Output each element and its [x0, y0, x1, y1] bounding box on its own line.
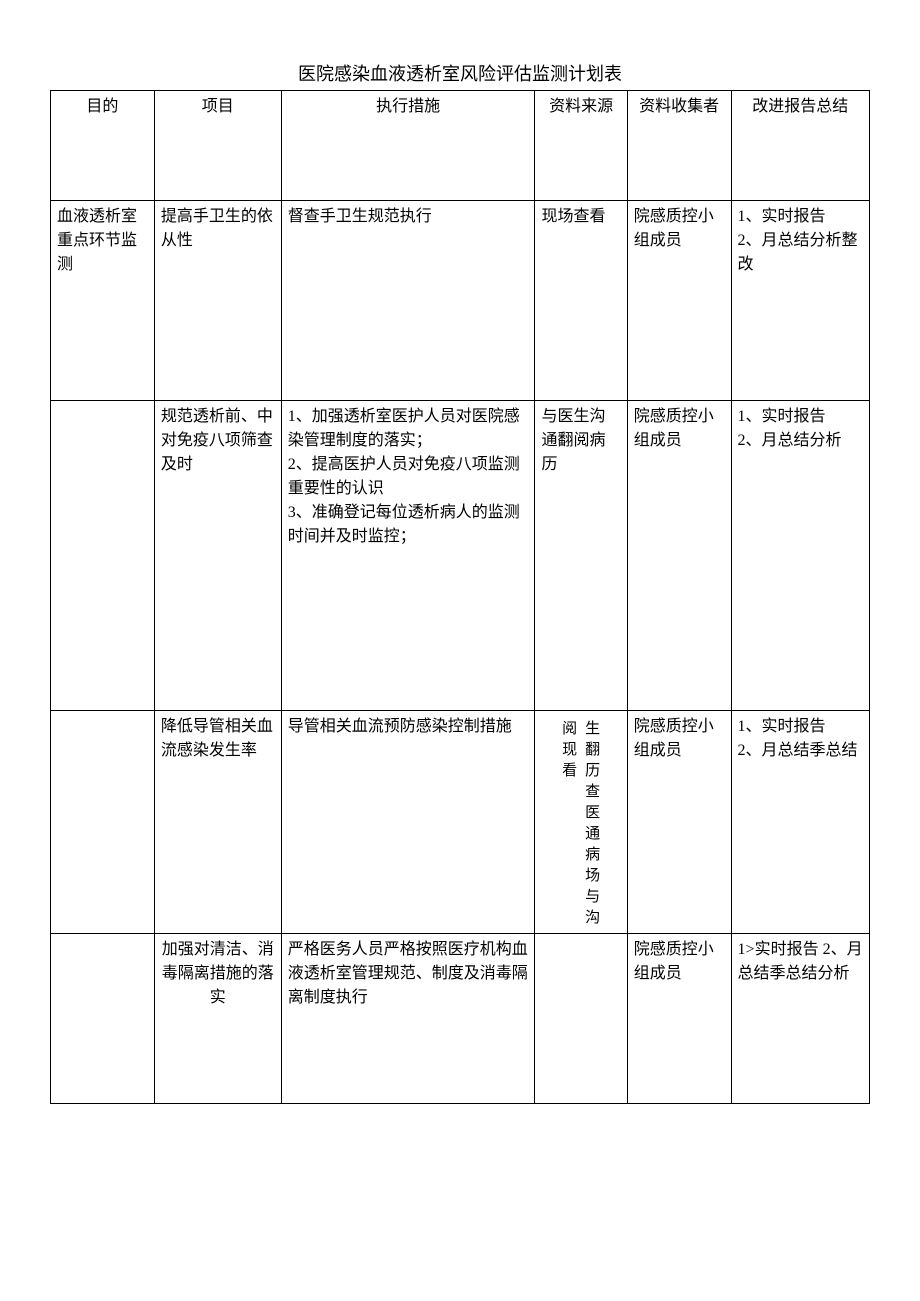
cell-report: 1、实时报告2、月总结分析 [731, 401, 869, 711]
cell-measures: 导管相关血流预防感染控制措施 [281, 711, 535, 934]
cell-source-special: 阅 现 看 生 翻 历 查 医 通 病 场 与 沟 [535, 711, 627, 934]
header-report: 改进报告总结 [731, 91, 869, 201]
header-collector: 资料收集者 [627, 91, 731, 201]
cell-collector: 院感质控小组成员 [627, 934, 731, 1104]
cell-report: 1、实时报告2、月总结分析整改 [731, 201, 869, 401]
table-row: 降低导管相关血流感染发生率 导管相关血流预防感染控制措施 阅 现 看 生 翻 历… [51, 711, 870, 934]
header-purpose: 目的 [51, 91, 155, 201]
cell-report: 1、实时报告2、月总结季总结 [731, 711, 869, 934]
cell-measures: 1、加强透析室医护人员对医院感染管理制度的落实；2、提高医护人员对免疫八项监测重… [281, 401, 535, 711]
cell-collector: 院感质控小组成员 [627, 711, 731, 934]
cell-source [535, 934, 627, 1104]
table-row: 规范透析前、中对免疫八项筛查及时 1、加强透析室医护人员对医院感染管理制度的落实… [51, 401, 870, 711]
page-title: 医院感染血液透析室风险评估监测计划表 [50, 60, 870, 86]
cell-source: 与医生沟通翻阅病历 [535, 401, 627, 711]
cell-measures: 督查手卫生规范执行 [281, 201, 535, 401]
cell-collector: 院感质控小组成员 [627, 401, 731, 711]
table-header-row: 目的 项目 执行措施 资料来源 资料收集者 改进报告总结 [51, 91, 870, 201]
cell-collector: 院感质控小组成员 [627, 201, 731, 401]
header-project: 项目 [154, 91, 281, 201]
cell-project: 降低导管相关血流感染发生率 [154, 711, 281, 934]
cell-purpose [51, 401, 155, 711]
vertical-text-right: 生 翻 历 查 医 通 病 场 与 沟 [585, 719, 600, 929]
cell-project: 加强对清洁、消毒隔离措施的落实 [154, 934, 281, 1104]
cell-purpose: 血液透析室重点环节监测 [51, 201, 155, 401]
cell-report: 1>实时报告 2、月总结季总结分析 [731, 934, 869, 1104]
table-row: 血液透析室重点环节监测 提高手卫生的依从性 督查手卫生规范执行 现场查看 院感质… [51, 201, 870, 401]
vertical-text-left: 阅 现 看 [562, 719, 577, 929]
cell-purpose [51, 934, 155, 1104]
cell-purpose [51, 711, 155, 934]
cell-measures: 严格医务人员严格按照医疗机构血液透析室管理规范、制度及消毒隔离制度执行 [281, 934, 535, 1104]
header-source: 资料来源 [535, 91, 627, 201]
cell-project: 规范透析前、中对免疫八项筛查及时 [154, 401, 281, 711]
monitoring-plan-table: 目的 项目 执行措施 资料来源 资料收集者 改进报告总结 血液透析室重点环节监测… [50, 90, 870, 1104]
cell-source: 现场查看 [535, 201, 627, 401]
header-measures: 执行措施 [281, 91, 535, 201]
table-row: 加强对清洁、消毒隔离措施的落实 严格医务人员严格按照医疗机构血液透析室管理规范、… [51, 934, 870, 1104]
cell-project: 提高手卫生的依从性 [154, 201, 281, 401]
